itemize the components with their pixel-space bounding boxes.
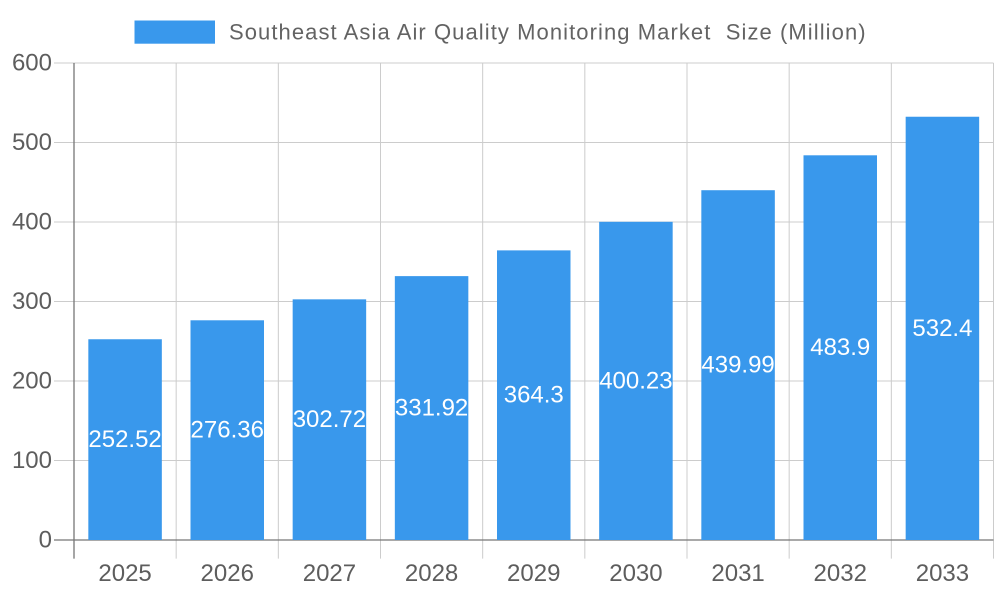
svg-text:252.52: 252.52 [88, 426, 161, 453]
svg-text:300: 300 [12, 288, 52, 315]
svg-text:2031: 2031 [711, 560, 764, 587]
svg-text:2028: 2028 [405, 560, 458, 587]
svg-text:2032: 2032 [814, 560, 867, 587]
svg-text:500: 500 [12, 129, 52, 156]
svg-text:0: 0 [39, 527, 52, 554]
svg-text:600: 600 [12, 50, 52, 77]
svg-text:439.99: 439.99 [701, 352, 774, 379]
svg-text:400.23: 400.23 [599, 367, 672, 394]
svg-text:Southeast Asia Air Quality Mon: Southeast Asia Air Quality Monitoring Ma… [229, 19, 867, 44]
svg-text:2030: 2030 [609, 560, 662, 587]
svg-text:2025: 2025 [98, 560, 151, 587]
svg-text:400: 400 [12, 209, 52, 236]
svg-text:364.3: 364.3 [504, 382, 564, 409]
svg-text:2033: 2033 [916, 560, 969, 587]
svg-text:276.36: 276.36 [191, 417, 264, 444]
svg-text:100: 100 [12, 447, 52, 474]
svg-text:331.92: 331.92 [395, 395, 468, 422]
svg-text:483.9: 483.9 [810, 334, 870, 361]
svg-text:2026: 2026 [201, 560, 254, 587]
svg-text:532.4: 532.4 [912, 315, 972, 342]
svg-text:200: 200 [12, 368, 52, 395]
svg-text:302.72: 302.72 [293, 406, 366, 433]
svg-text:2027: 2027 [303, 560, 356, 587]
svg-text:2029: 2029 [507, 560, 560, 587]
